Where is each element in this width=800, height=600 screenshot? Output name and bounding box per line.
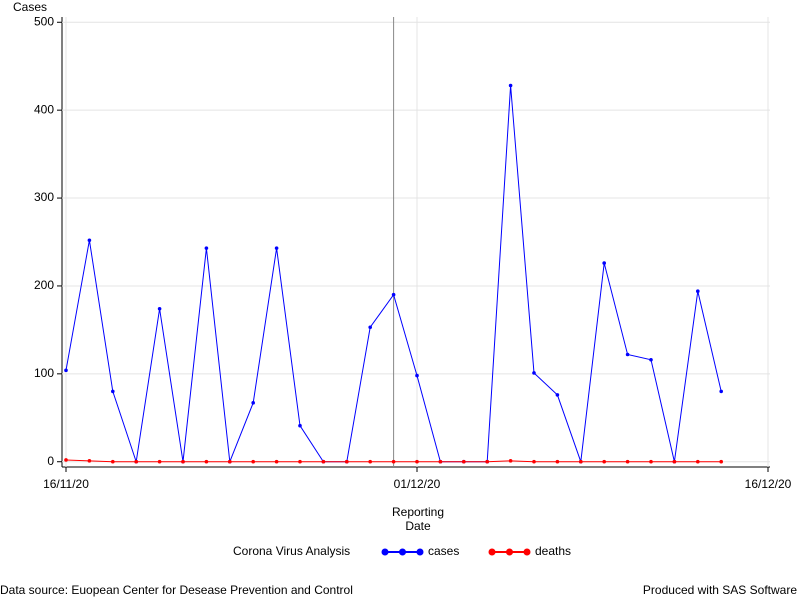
legend-marker (488, 548, 496, 556)
data-point (579, 459, 583, 464)
data-point (415, 459, 419, 464)
data-point (462, 459, 466, 464)
data-point (251, 459, 255, 464)
data-point (625, 352, 630, 357)
x-tick-label: 16/12/20 (745, 477, 792, 491)
data-point (625, 459, 630, 464)
legend-title: Corona Virus Analysis (233, 544, 350, 558)
data-point (555, 459, 560, 464)
data-point (345, 459, 349, 464)
legend-marker (399, 548, 406, 556)
data-point (298, 423, 302, 428)
data-point (696, 459, 700, 464)
data-point (298, 459, 302, 464)
data-point (415, 373, 419, 378)
x-tick-label: 16/11/20 (43, 477, 89, 491)
footer-right: Produced with SAS Software (643, 583, 797, 597)
data-point (157, 306, 162, 311)
data-point (485, 459, 490, 464)
data-point (204, 246, 209, 250)
data-point (368, 459, 373, 464)
y-tick-label: 400 (34, 102, 54, 116)
data-point (111, 389, 115, 394)
y-tick-label: 200 (34, 278, 54, 292)
data-point (532, 459, 536, 464)
data-point (321, 459, 326, 464)
data-point (649, 459, 653, 464)
data-point (508, 83, 513, 88)
data-point (696, 289, 700, 294)
y-tick-label: 0 (47, 454, 54, 468)
y-tick-label: 100 (34, 366, 54, 380)
legend-marker (506, 548, 513, 556)
footer-left: Data source: Euopean Center for Desease … (0, 583, 353, 597)
data-point (111, 459, 115, 464)
x-tick-label: 01/12/20 (394, 477, 441, 491)
y-tick-label: 500 (34, 14, 54, 28)
data-point (672, 459, 677, 464)
data-point (204, 459, 209, 464)
data-point (157, 459, 162, 464)
data-point (368, 325, 373, 330)
data-point (438, 459, 443, 464)
data-point (555, 393, 560, 397)
data-point (391, 292, 396, 297)
data-point (719, 459, 723, 464)
data-point (602, 261, 606, 265)
data-point (274, 459, 279, 464)
data-point (181, 459, 185, 464)
data-point (64, 368, 68, 373)
data-point (87, 459, 92, 463)
data-point (508, 459, 513, 463)
data-point (602, 459, 606, 464)
data-point (134, 459, 138, 464)
data-point (87, 238, 92, 243)
legend-marker (523, 548, 531, 556)
x-axis-label: Reporting Date (391, 505, 445, 533)
data-point (719, 389, 723, 394)
data-point (251, 401, 255, 405)
y-axis-label: Cases (13, 0, 47, 14)
data-point (391, 459, 396, 464)
legend-marker (381, 548, 389, 556)
data-point (228, 459, 232, 464)
legend-label: cases (428, 544, 459, 558)
data-point (64, 458, 68, 462)
legend-marker (416, 548, 424, 556)
legend-label: deaths (535, 544, 571, 558)
data-point (274, 246, 279, 250)
data-point (649, 357, 653, 362)
y-tick-label: 300 (34, 190, 54, 204)
data-point (532, 371, 536, 375)
